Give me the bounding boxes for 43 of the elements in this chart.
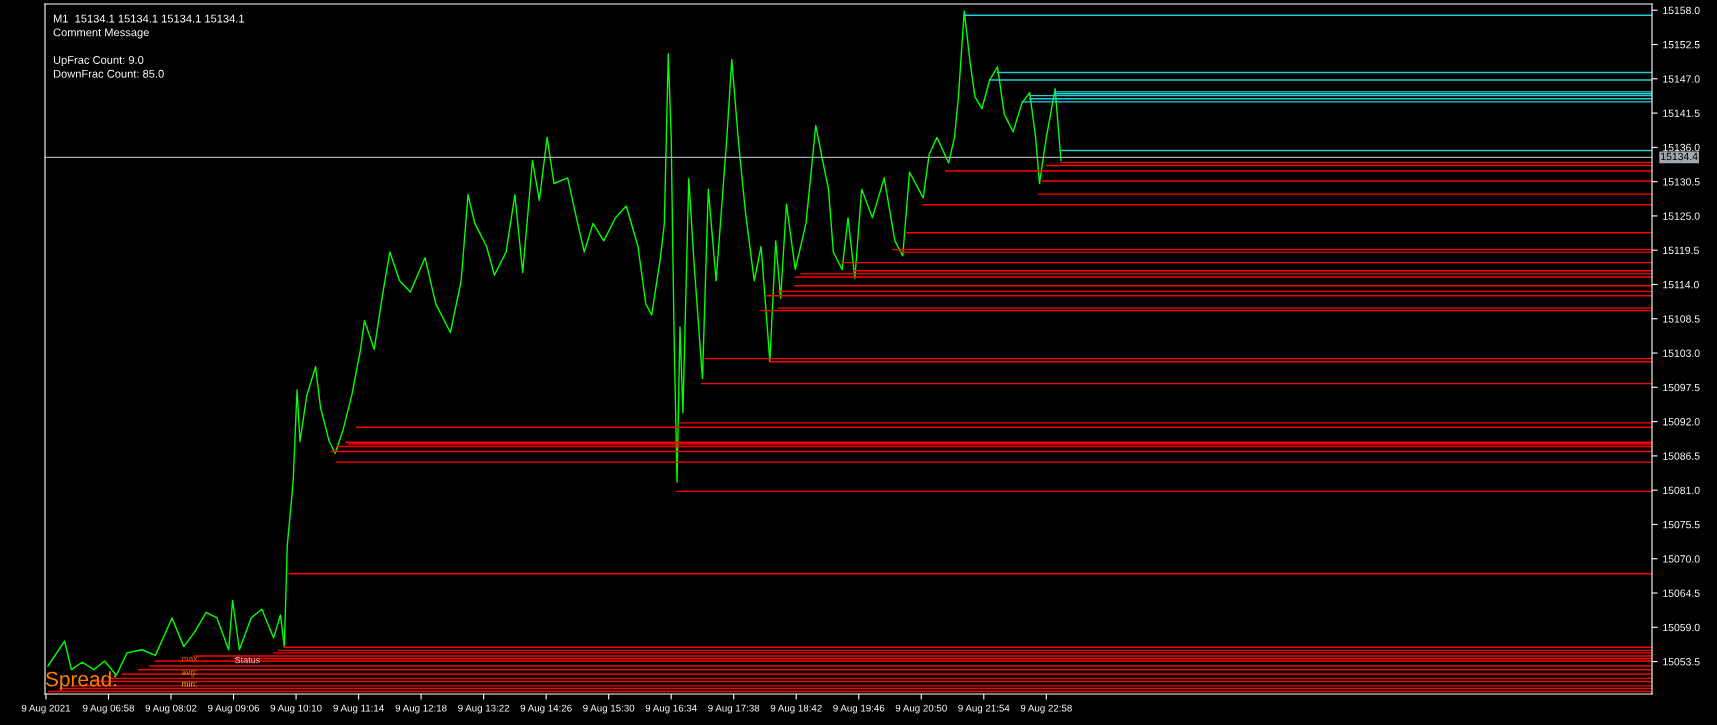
annotation: M1 15134.1 15134.1 15134.1 15134.1 bbox=[53, 14, 245, 23]
ref-line-label: 15134.4 bbox=[1661, 152, 1698, 161]
y-tick-label: 15059.0 bbox=[1663, 623, 1700, 632]
x-tick-label: 9 Aug 08:02 bbox=[145, 704, 197, 714]
x-tick-label: 9 Aug 16:34 bbox=[645, 704, 697, 714]
y-tick-label: 15141.5 bbox=[1663, 109, 1700, 117]
x-tick-label: 9 Aug 19:46 bbox=[833, 704, 885, 714]
y-tick-label: 15081.0 bbox=[1663, 486, 1700, 495]
y-tick-label: 15064.5 bbox=[1663, 589, 1700, 597]
y-tick-label: 15125.0 bbox=[1663, 212, 1700, 220]
y-tick-label: 15097.5 bbox=[1663, 383, 1700, 392]
y-tick-label: 15070.0 bbox=[1663, 555, 1700, 563]
y-tick-label: 15075.5 bbox=[1663, 520, 1700, 529]
x-tick-label: 9 Aug 15:30 bbox=[583, 704, 635, 714]
annotation: avg: bbox=[181, 670, 197, 677]
x-tick-label: 9 Aug 20:50 bbox=[895, 704, 947, 714]
annotation: UpFrac Count: 9.0 bbox=[53, 56, 144, 67]
x-tick-label: 9 Aug 13:22 bbox=[458, 704, 510, 714]
y-tick-label: 15053.5 bbox=[1663, 658, 1700, 666]
y-tick-label: 15130.5 bbox=[1663, 178, 1700, 186]
y-tick-label: 15092.0 bbox=[1663, 418, 1700, 426]
x-tick-label: 9 Aug 09:06 bbox=[208, 704, 260, 714]
x-tick-label: 9 Aug 22:58 bbox=[1020, 704, 1072, 714]
y-tick-label: 15103.0 bbox=[1663, 349, 1700, 357]
x-tick-label: 9 Aug 21:54 bbox=[958, 704, 1010, 714]
y-tick-label: 15158.0 bbox=[1663, 6, 1700, 15]
y-tick-label: 15119.5 bbox=[1663, 246, 1699, 255]
y-tick-label: 15108.5 bbox=[1663, 315, 1700, 323]
x-tick-label: 9 Aug 11:14 bbox=[333, 704, 384, 714]
annotation: DownFrac Count: 85.0 bbox=[53, 69, 164, 78]
x-tick-label: 9 Aug 06:58 bbox=[83, 704, 135, 714]
x-tick-label: 9 Aug 12:18 bbox=[395, 704, 447, 714]
x-tick-label: 9 Aug 18:42 bbox=[770, 704, 822, 714]
y-tick-label: 15147.0 bbox=[1663, 75, 1700, 83]
x-tick-label: 9 Aug 2021 bbox=[21, 704, 71, 714]
x-tick-label: 9 Aug 14:26 bbox=[520, 704, 572, 714]
annotation: Comment Message bbox=[53, 28, 149, 39]
x-tick-label: 9 Aug 10:10 bbox=[270, 704, 322, 714]
x-tick-label: 9 Aug 17:38 bbox=[708, 704, 760, 714]
y-tick-label: 15152.5 bbox=[1663, 41, 1700, 49]
y-tick-label: 15136.0 bbox=[1663, 143, 1700, 152]
y-tick-label: 15086.5 bbox=[1663, 452, 1700, 460]
y-tick-label: 15114.0 bbox=[1663, 280, 1699, 289]
